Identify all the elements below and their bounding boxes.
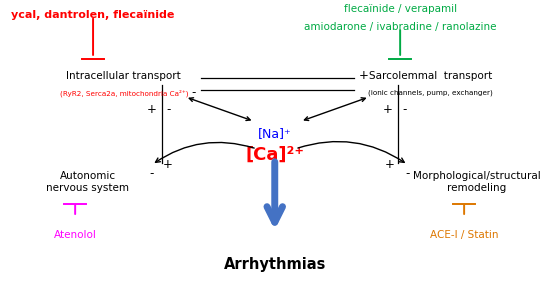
Text: Atenolol: Atenolol (54, 230, 97, 240)
Text: Morphological/structural
remodeling: Morphological/structural remodeling (413, 171, 541, 193)
Text: (RyR2, Serca2a, mitochondria Ca²⁺): (RyR2, Serca2a, mitochondria Ca²⁺) (60, 90, 188, 97)
Text: -: - (402, 103, 406, 116)
Text: ACE-I / Statin: ACE-I / Statin (430, 230, 498, 240)
Text: +: + (163, 158, 172, 171)
Text: flecaïnide / verapamil: flecaïnide / verapamil (343, 4, 457, 14)
Text: +: + (147, 103, 157, 116)
Text: Sarcolemmal  transport: Sarcolemmal transport (369, 71, 493, 81)
Text: Intracellular transport: Intracellular transport (66, 71, 181, 81)
Text: [Ca]²⁺: [Ca]²⁺ (245, 146, 304, 164)
Text: -: - (150, 167, 154, 180)
Text: +: + (385, 158, 395, 171)
Text: +: + (359, 69, 369, 82)
Text: -: - (406, 167, 410, 180)
Text: Arrhythmias: Arrhythmias (223, 257, 326, 272)
Text: ycal, dantrolen, flecaïnide: ycal, dantrolen, flecaïnide (12, 10, 175, 20)
Text: -: - (191, 86, 195, 99)
Text: [Na]⁺: [Na]⁺ (258, 127, 291, 140)
Text: amiodarone / ivabradine / ranolazine: amiodarone / ivabradine / ranolazine (304, 22, 497, 32)
Text: Autonomic
nervous system: Autonomic nervous system (46, 171, 129, 193)
Text: +: + (383, 103, 392, 116)
Text: -: - (166, 103, 171, 116)
Text: (ionic channels, pump, exchanger): (ionic channels, pump, exchanger) (368, 90, 493, 96)
